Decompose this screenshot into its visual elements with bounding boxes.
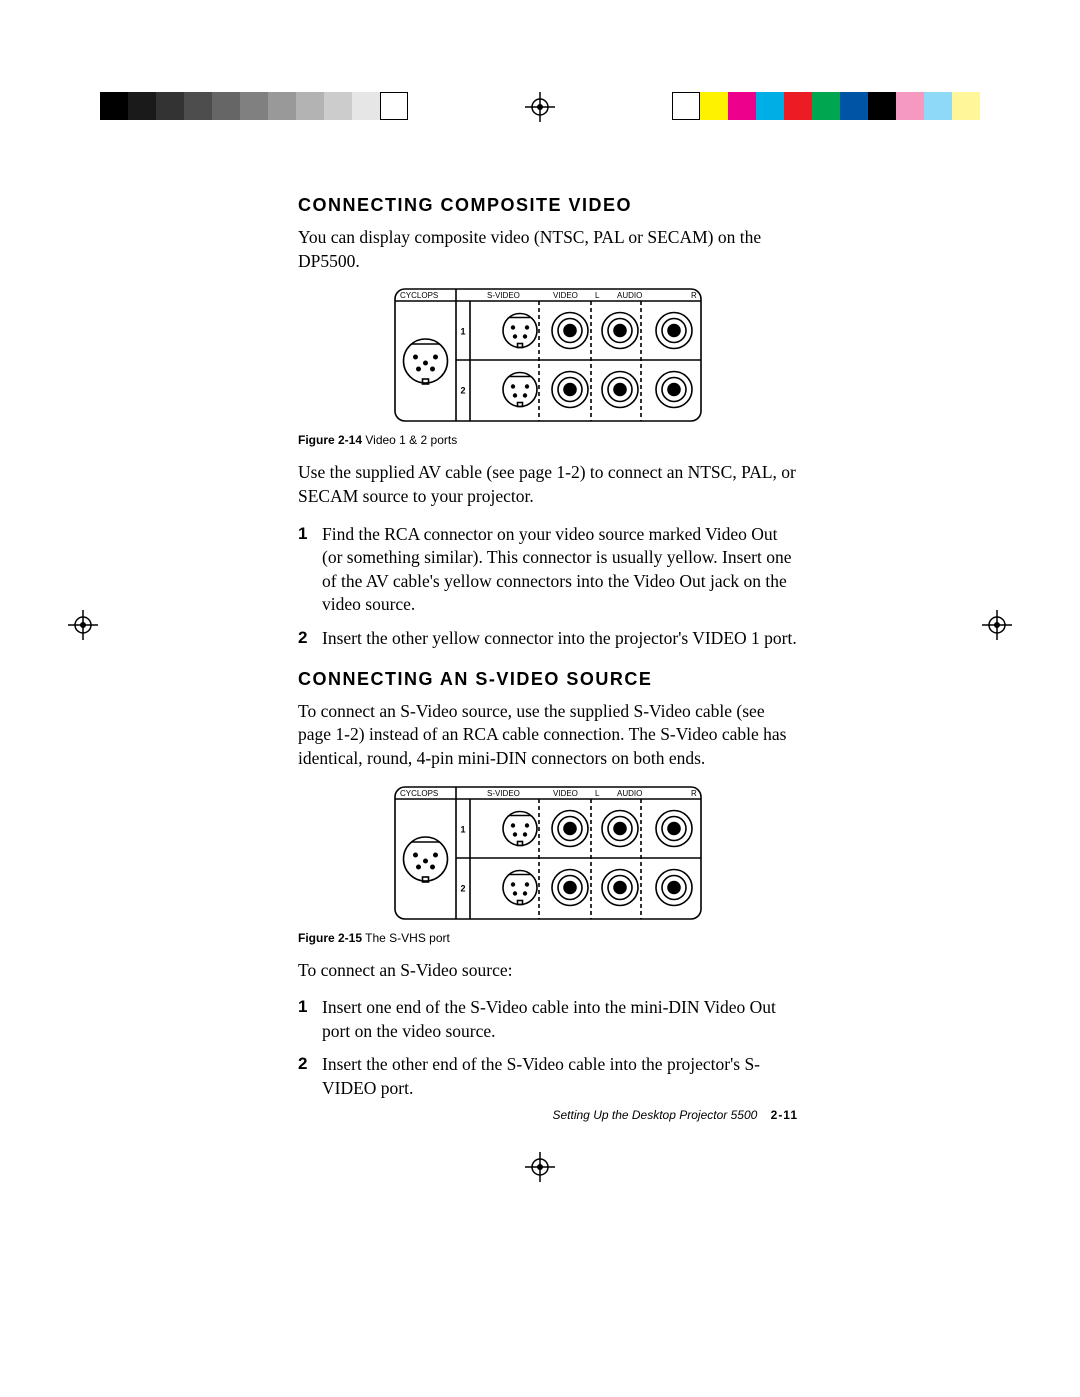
color-swatch [184, 92, 212, 120]
svg-text:AUDIO: AUDIO [617, 789, 642, 798]
color-swatch [728, 92, 756, 120]
color-swatch [868, 92, 896, 120]
color-swatch [380, 92, 408, 120]
step-text: Insert the other yellow connector into t… [322, 628, 797, 648]
figure-2-14-text: Video 1 & 2 ports [362, 433, 457, 447]
step-number: 1 [298, 523, 307, 546]
svg-text:VIDEO: VIDEO [553, 291, 578, 300]
svg-text:S-VIDEO: S-VIDEO [487, 291, 520, 300]
step-svideo-1: 1 Insert one end of the S-Video cable int… [298, 996, 798, 1043]
svg-text:1: 1 [460, 824, 465, 834]
reg-mark-top [525, 92, 555, 122]
color-swatch [212, 92, 240, 120]
reg-mark-bottom [525, 1152, 555, 1182]
page-footer: Setting Up the Desktop Projector 5500 2-… [553, 1108, 799, 1122]
color-swatch [296, 92, 324, 120]
svg-text:AUDIO: AUDIO [617, 291, 642, 300]
reg-mark-left [68, 610, 98, 640]
figure-2-15: CYCLOPS S-VIDEO VIDEO L AUDIO R 1 2 Figure 2-15… [298, 785, 798, 945]
color-swatch [352, 92, 380, 120]
heading-composite-video: CONNECTING COMPOSITE VIDEO [298, 195, 798, 216]
svg-text:R: R [691, 789, 697, 798]
step-number: 2 [298, 627, 307, 650]
para-composite-intro: You can display composite video (NTSC, P… [298, 226, 798, 273]
figure-2-14-label: Figure 2-14 [298, 433, 362, 447]
figure-2-15-label: Figure 2-15 [298, 931, 362, 945]
color-swatch [812, 92, 840, 120]
reg-mark-right [982, 610, 1012, 640]
content-area: CONNECTING COMPOSITE VIDEO You can displ… [298, 195, 798, 1119]
color-swatch [840, 92, 868, 120]
step-number: 1 [298, 996, 307, 1019]
steps-svideo: 1 Insert one end of the S-Video cable int… [298, 996, 798, 1101]
port-diagram-1: CYCLOPS S-VIDEO VIDEO L AUDIO R 1 2 [298, 287, 798, 423]
color-swatch [324, 92, 352, 120]
svg-text:1: 1 [460, 327, 465, 337]
port-diagram-2: CYCLOPS S-VIDEO VIDEO L AUDIO R 1 2 [298, 785, 798, 921]
steps-composite: 1 Find the RCA connector on your video so… [298, 523, 798, 651]
colorbar-color [672, 92, 980, 120]
svg-text:VIDEO: VIDEO [553, 789, 578, 798]
para-svideo-connect: To connect an S-Video source: [298, 959, 798, 983]
footer-page-number: 2-11 [771, 1108, 798, 1122]
figure-2-15-caption: Figure 2-15 The S-VHS port [298, 931, 798, 945]
svg-text:2: 2 [460, 883, 465, 893]
color-swatch [100, 92, 128, 120]
color-swatch [896, 92, 924, 120]
figure-2-15-text: The S-VHS port [362, 931, 450, 945]
para-svideo-intro: To connect an S-Video source, use the su… [298, 700, 798, 771]
color-swatch [784, 92, 812, 120]
color-swatch [700, 92, 728, 120]
step-text: Insert one end of the S-Video cable into… [322, 997, 776, 1041]
step-text: Insert the other end of the S-Video cabl… [322, 1054, 760, 1098]
svg-text:CYCLOPS: CYCLOPS [400, 291, 438, 300]
figure-2-14-caption: Figure 2-14 Video 1 & 2 ports [298, 433, 798, 447]
svg-text:L: L [595, 291, 600, 300]
svg-text:S-VIDEO: S-VIDEO [487, 789, 520, 798]
svg-text:CYCLOPS: CYCLOPS [400, 789, 438, 798]
color-swatch [156, 92, 184, 120]
color-swatch [924, 92, 952, 120]
color-swatch [128, 92, 156, 120]
footer-title: Setting Up the Desktop Projector 5500 [553, 1108, 758, 1122]
svg-text:2: 2 [460, 386, 465, 396]
para-composite-use-cable: Use the supplied AV cable (see page 1-2)… [298, 461, 798, 508]
color-swatch [672, 92, 700, 120]
step-number: 2 [298, 1053, 307, 1076]
page: CONNECTING COMPOSITE VIDEO You can displ… [0, 0, 1080, 1397]
color-swatch [268, 92, 296, 120]
svg-text:L: L [595, 789, 600, 798]
step-svideo-2: 2 Insert the other end of the S-Video cab… [298, 1053, 798, 1100]
figure-2-14: CYCLOPS S-VIDEO VIDEO L AUDIO R 1 2 Figure 2-14… [298, 287, 798, 447]
color-swatch [756, 92, 784, 120]
svg-text:R: R [691, 291, 697, 300]
color-swatch [952, 92, 980, 120]
step-composite-1: 1 Find the RCA connector on your video so… [298, 523, 798, 618]
colorbar-grayscale [100, 92, 408, 120]
color-swatch [240, 92, 268, 120]
heading-svideo: CONNECTING AN S-VIDEO SOURCE [298, 669, 798, 690]
step-composite-2: 2 Insert the other yellow connector into … [298, 627, 798, 651]
step-text: Find the RCA connector on your video sou… [322, 524, 792, 615]
